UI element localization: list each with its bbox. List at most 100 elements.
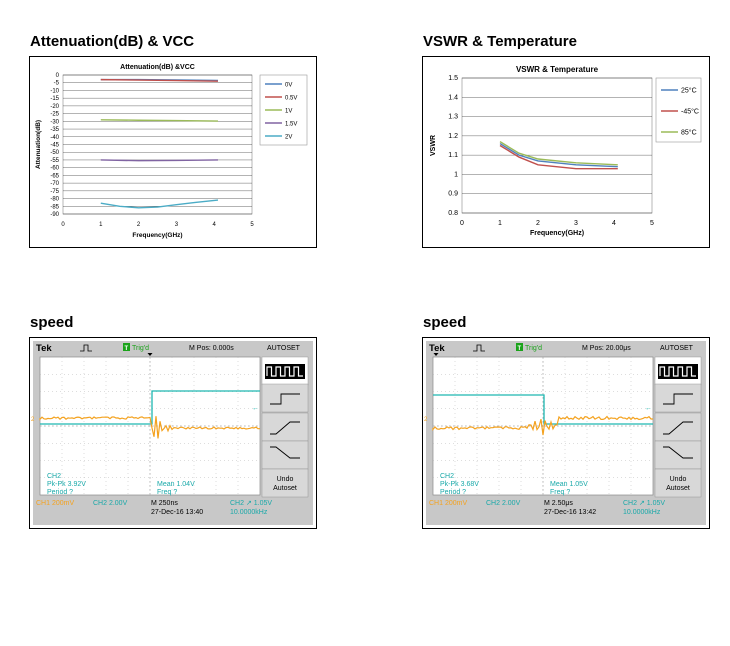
x-tick-label: 5: [650, 220, 654, 227]
y-tick-label: 1.2: [448, 133, 458, 140]
scope-trig-icon: [516, 343, 523, 351]
series-line-0: [499, 142, 618, 168]
legend-label-0: 0V: [285, 83, 292, 89]
trigger-freq: 10.0000kHz: [623, 509, 661, 516]
trigger-freq: 10.0000kHz: [230, 509, 268, 516]
vswr-section-title: VSWR & Temperature: [423, 33, 577, 50]
oscilloscope-left: Tek T Trig'd M Pos: 0.000s AUTOSET 2 ← CH2Pk-Pk…: [31, 341, 313, 525]
attenuation-chart: Attenuation(dB) &VCC 0 -5-10 -15 -20 -25-30 -3…: [35, 64, 308, 239]
side-menu-box-1: [261, 383, 309, 413]
scope-right-frame: Tek T Trig'd M Pos: 20.00μs AUTOSET 2 ← CH2 Pk-P…: [422, 337, 710, 529]
series-line-1: [499, 144, 618, 170]
scope-brand: Tek: [429, 343, 445, 354]
y-tick-label: -90: [50, 212, 59, 218]
y-tick-label: 0: [56, 73, 60, 79]
trigger-channel: CH2 ↗ 1.05V: [230, 500, 272, 507]
legend-label-0: 25°C: [681, 87, 697, 95]
meas-mean: Mean 1.05V: [550, 481, 588, 488]
side-menu-box-4: [654, 468, 702, 498]
chart-title: VSWR & Temperature: [516, 65, 599, 74]
x-tick-label: 2: [137, 222, 141, 228]
legend-label-3: 1.5V: [285, 122, 297, 128]
y-tick-label: -10: [50, 88, 59, 94]
y-tick-label: -70: [50, 181, 59, 187]
y-tick-label: -35: [50, 127, 59, 133]
undo-label: Undo: [670, 476, 687, 483]
falling-edge-icon: [663, 446, 693, 459]
y-tick-label: 1.3: [448, 114, 458, 121]
chart-title: Attenuation(dB) &VCC: [120, 64, 195, 71]
plot-area: [461, 77, 653, 214]
attenuation-section-title: Attenuation(dB) & VCC: [30, 33, 195, 50]
vswr-chart-frame: VSWR & Temperature 0.8 0.9 1 1.1 1.2 1.3 1.4 1.5…: [422, 56, 710, 248]
y-tick-label: -65: [50, 173, 59, 179]
ch2-waveform: [40, 390, 260, 425]
y-tick-label: -20: [50, 104, 59, 110]
scope-mpos: M Pos: 0.000s: [189, 345, 234, 352]
y-tick-label: 1.5: [448, 75, 458, 82]
ch2-scale: CH2 2.00V: [93, 500, 128, 507]
meas-pkpk: Pk-Pk 3.68V: [440, 481, 479, 488]
meas-period: Period ?: [47, 489, 73, 496]
y-tick-label: 1.4: [448, 94, 458, 101]
x-tick-label: 4: [213, 222, 217, 228]
trigger-marker-icon: [433, 353, 439, 356]
trigger-level-marker: ←: [645, 405, 652, 412]
y-axis-label: Attenuation(dB): [35, 120, 42, 169]
side-menu-box-3: [261, 440, 309, 470]
speed-section-title-left: speed: [30, 314, 74, 331]
x-tick-label: 4: [612, 220, 616, 227]
x-tick-label: 3: [574, 220, 578, 227]
side-menu-box-1: [654, 383, 702, 413]
y-tick-label: 1: [454, 171, 458, 178]
scope-date: 27-Dec-16 13:40: [151, 509, 203, 516]
x-tick-label: 0: [460, 220, 464, 227]
x-axis-label: Frequency(GHz): [132, 232, 182, 239]
vswr-chart: VSWR & Temperature 0.8 0.9 1 1.1 1.2 1.3 1.4 1.5…: [430, 65, 702, 237]
ch1-scale: CH1 200mV: [36, 500, 74, 507]
y-tick-label: 0.9: [448, 191, 458, 198]
ch2-scale: CH2 2.00V: [486, 500, 521, 507]
timebase: M 250ns: [151, 500, 178, 507]
falling-edge-icon: [270, 446, 300, 459]
undo-label: Undo: [277, 476, 294, 483]
meas-mean: Mean 1.04V: [157, 481, 195, 488]
legend-label-1: -45°C: [681, 108, 699, 116]
y-axis-label: VSWR: [430, 135, 437, 156]
side-menu-box-2: [654, 412, 702, 442]
y-tick-label: -85: [50, 204, 59, 210]
legend-label-2: 1V: [285, 109, 292, 115]
scope-date: 27-Dec-16 13:42: [544, 509, 596, 516]
x-tick-label: 0: [61, 222, 65, 228]
attenuation-chart-frame: Attenuation(dB) &VCC 0 -5 -10 -15 -20 -25 -30 -3…: [29, 56, 317, 248]
rising-edge-icon: [663, 421, 693, 435]
single-cycle-square-icon: [663, 393, 693, 405]
scope-trig-status: Trig'd: [525, 345, 542, 352]
meas-freq: Freq ?: [550, 489, 570, 496]
x-tick-label: 1: [498, 220, 502, 227]
ch-marker: 2: [424, 417, 428, 423]
rising-edge-icon: [270, 421, 300, 435]
series-line-1: [100, 78, 218, 82]
ch-marker: 2: [31, 417, 35, 423]
y-tick-label: -45: [50, 143, 59, 149]
autoset-label: AUTOSET: [267, 345, 301, 352]
meas-ch-label: CH2: [440, 473, 454, 480]
trigger-level-marker: ←: [252, 405, 259, 412]
oscilloscope-right: Tek T Trig'd M Pos: 20.00μs AUTOSET 2 ← CH2Pk-P…: [424, 341, 706, 525]
undo-autoset-label: Autoset: [273, 485, 297, 492]
svg-text:T: T: [518, 346, 522, 352]
x-axis-label: Frequency(GHz): [530, 230, 584, 237]
legend-box: [259, 74, 308, 146]
ch1-waveform: [39, 416, 260, 439]
x-tick-label: 2: [536, 220, 540, 227]
speed-section-title-right: speed: [423, 314, 467, 331]
ch2-waveform: [433, 394, 653, 425]
y-tick-label: -5: [54, 81, 60, 87]
meas-freq: Freq ?: [157, 489, 177, 496]
y-tick-label: -60: [50, 166, 59, 172]
y-tick-label: -30: [50, 119, 59, 125]
timebase: M 2.50μs: [544, 500, 573, 507]
series-line-2: [100, 119, 218, 122]
scope-trig-status: Trig'd: [132, 345, 149, 352]
